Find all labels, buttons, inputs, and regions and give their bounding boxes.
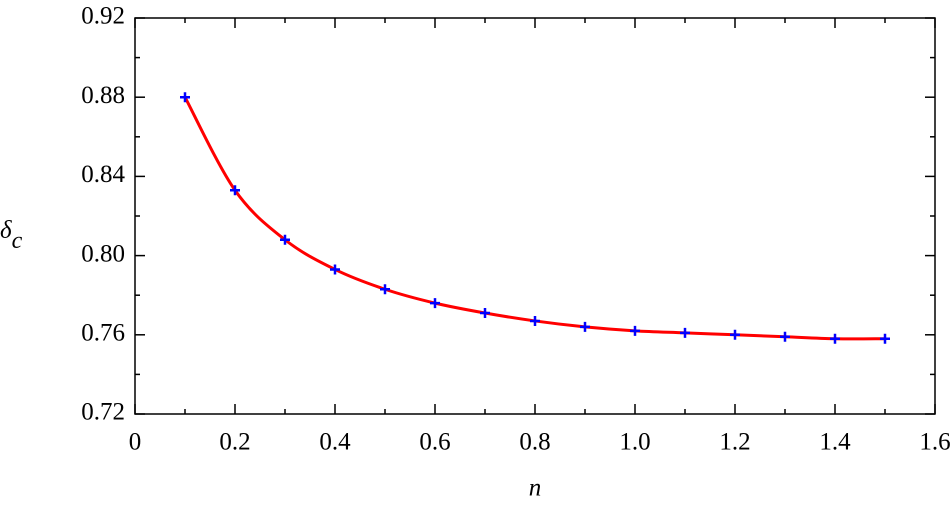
data-point — [680, 327, 690, 338]
x-tick-label: 1.4 — [819, 429, 851, 456]
x-tick-label: 1.2 — [719, 429, 750, 456]
y-label-symbol: δ — [0, 217, 12, 244]
x-tick-label: 0.6 — [419, 429, 450, 456]
data-point — [380, 284, 390, 295]
x-tick-label: 0.4 — [319, 429, 351, 456]
x-tick-label: 1.6 — [919, 429, 950, 456]
data-point — [730, 329, 740, 340]
data-point — [230, 185, 240, 196]
data-point — [780, 331, 790, 342]
data-point — [280, 234, 290, 245]
data-point — [430, 298, 440, 309]
fit-line — [183, 96, 886, 341]
y-tick-label: 0.80 — [81, 240, 125, 267]
y-label-subscript: c — [12, 228, 23, 254]
data-point — [530, 315, 540, 326]
data-point — [630, 325, 640, 336]
y-axis-label: δc — [0, 217, 23, 254]
data-point — [330, 264, 340, 275]
data-point — [880, 333, 890, 344]
x-tick-label: 0.2 — [219, 429, 250, 456]
data-point — [830, 333, 840, 344]
x-axis-label: n — [529, 475, 542, 502]
x-tick-label: 0.8 — [519, 429, 550, 456]
x-tick-label: 0 — [129, 429, 142, 456]
y-tick-label: 0.76 — [81, 320, 125, 347]
data-point — [580, 321, 590, 332]
y-tick-label: 0.88 — [81, 82, 125, 109]
data-point — [480, 308, 490, 319]
data-point — [180, 92, 190, 103]
x-tick-label: 1.0 — [619, 429, 650, 456]
y-tick-label: 0.84 — [81, 161, 125, 188]
y-tick-label: 0.92 — [81, 3, 125, 30]
y-tick-label: 0.72 — [81, 399, 125, 426]
